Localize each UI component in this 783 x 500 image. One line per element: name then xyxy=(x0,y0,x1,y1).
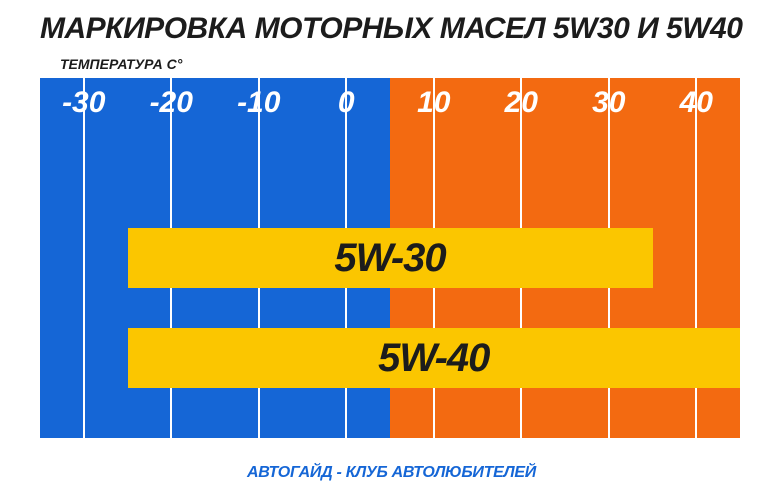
tick-label: -30 xyxy=(62,86,105,120)
tick-label: 20 xyxy=(505,86,538,120)
temperature-chart: -30 -20 -10 0 10 20 30 40 5W-30 5W-40 xyxy=(40,78,740,438)
tick-label: 30 xyxy=(592,86,625,120)
tick-label: -10 xyxy=(237,86,280,120)
tick-label: -20 xyxy=(150,86,193,120)
tick-label: 10 xyxy=(417,86,450,120)
oil-bar-label: 5W-30 xyxy=(334,236,445,281)
page: МАРКИРОВКА МОТОРНЫХ МАСЕЛ 5W30 И 5W40 ТЕ… xyxy=(0,0,783,500)
grid-line xyxy=(83,78,85,438)
oil-bar-5w40: 5W-40 xyxy=(128,328,741,388)
axis-title: ТЕМПЕРАТУРА С° xyxy=(40,56,743,72)
oil-bar-5w30: 5W-30 xyxy=(128,228,653,288)
footer-credit: АВТОГАЙД - КЛУБ АВТОЛЮБИТЕЛЕЙ xyxy=(0,464,783,482)
tick-label: 40 xyxy=(680,86,713,120)
chart-container: -30 -20 -10 0 10 20 30 40 5W-30 5W-40 xyxy=(40,78,743,438)
tick-label: 0 xyxy=(338,86,355,120)
oil-bar-label: 5W-40 xyxy=(378,336,489,381)
page-title: МАРКИРОВКА МОТОРНЫХ МАСЕЛ 5W30 И 5W40 xyxy=(40,12,743,46)
